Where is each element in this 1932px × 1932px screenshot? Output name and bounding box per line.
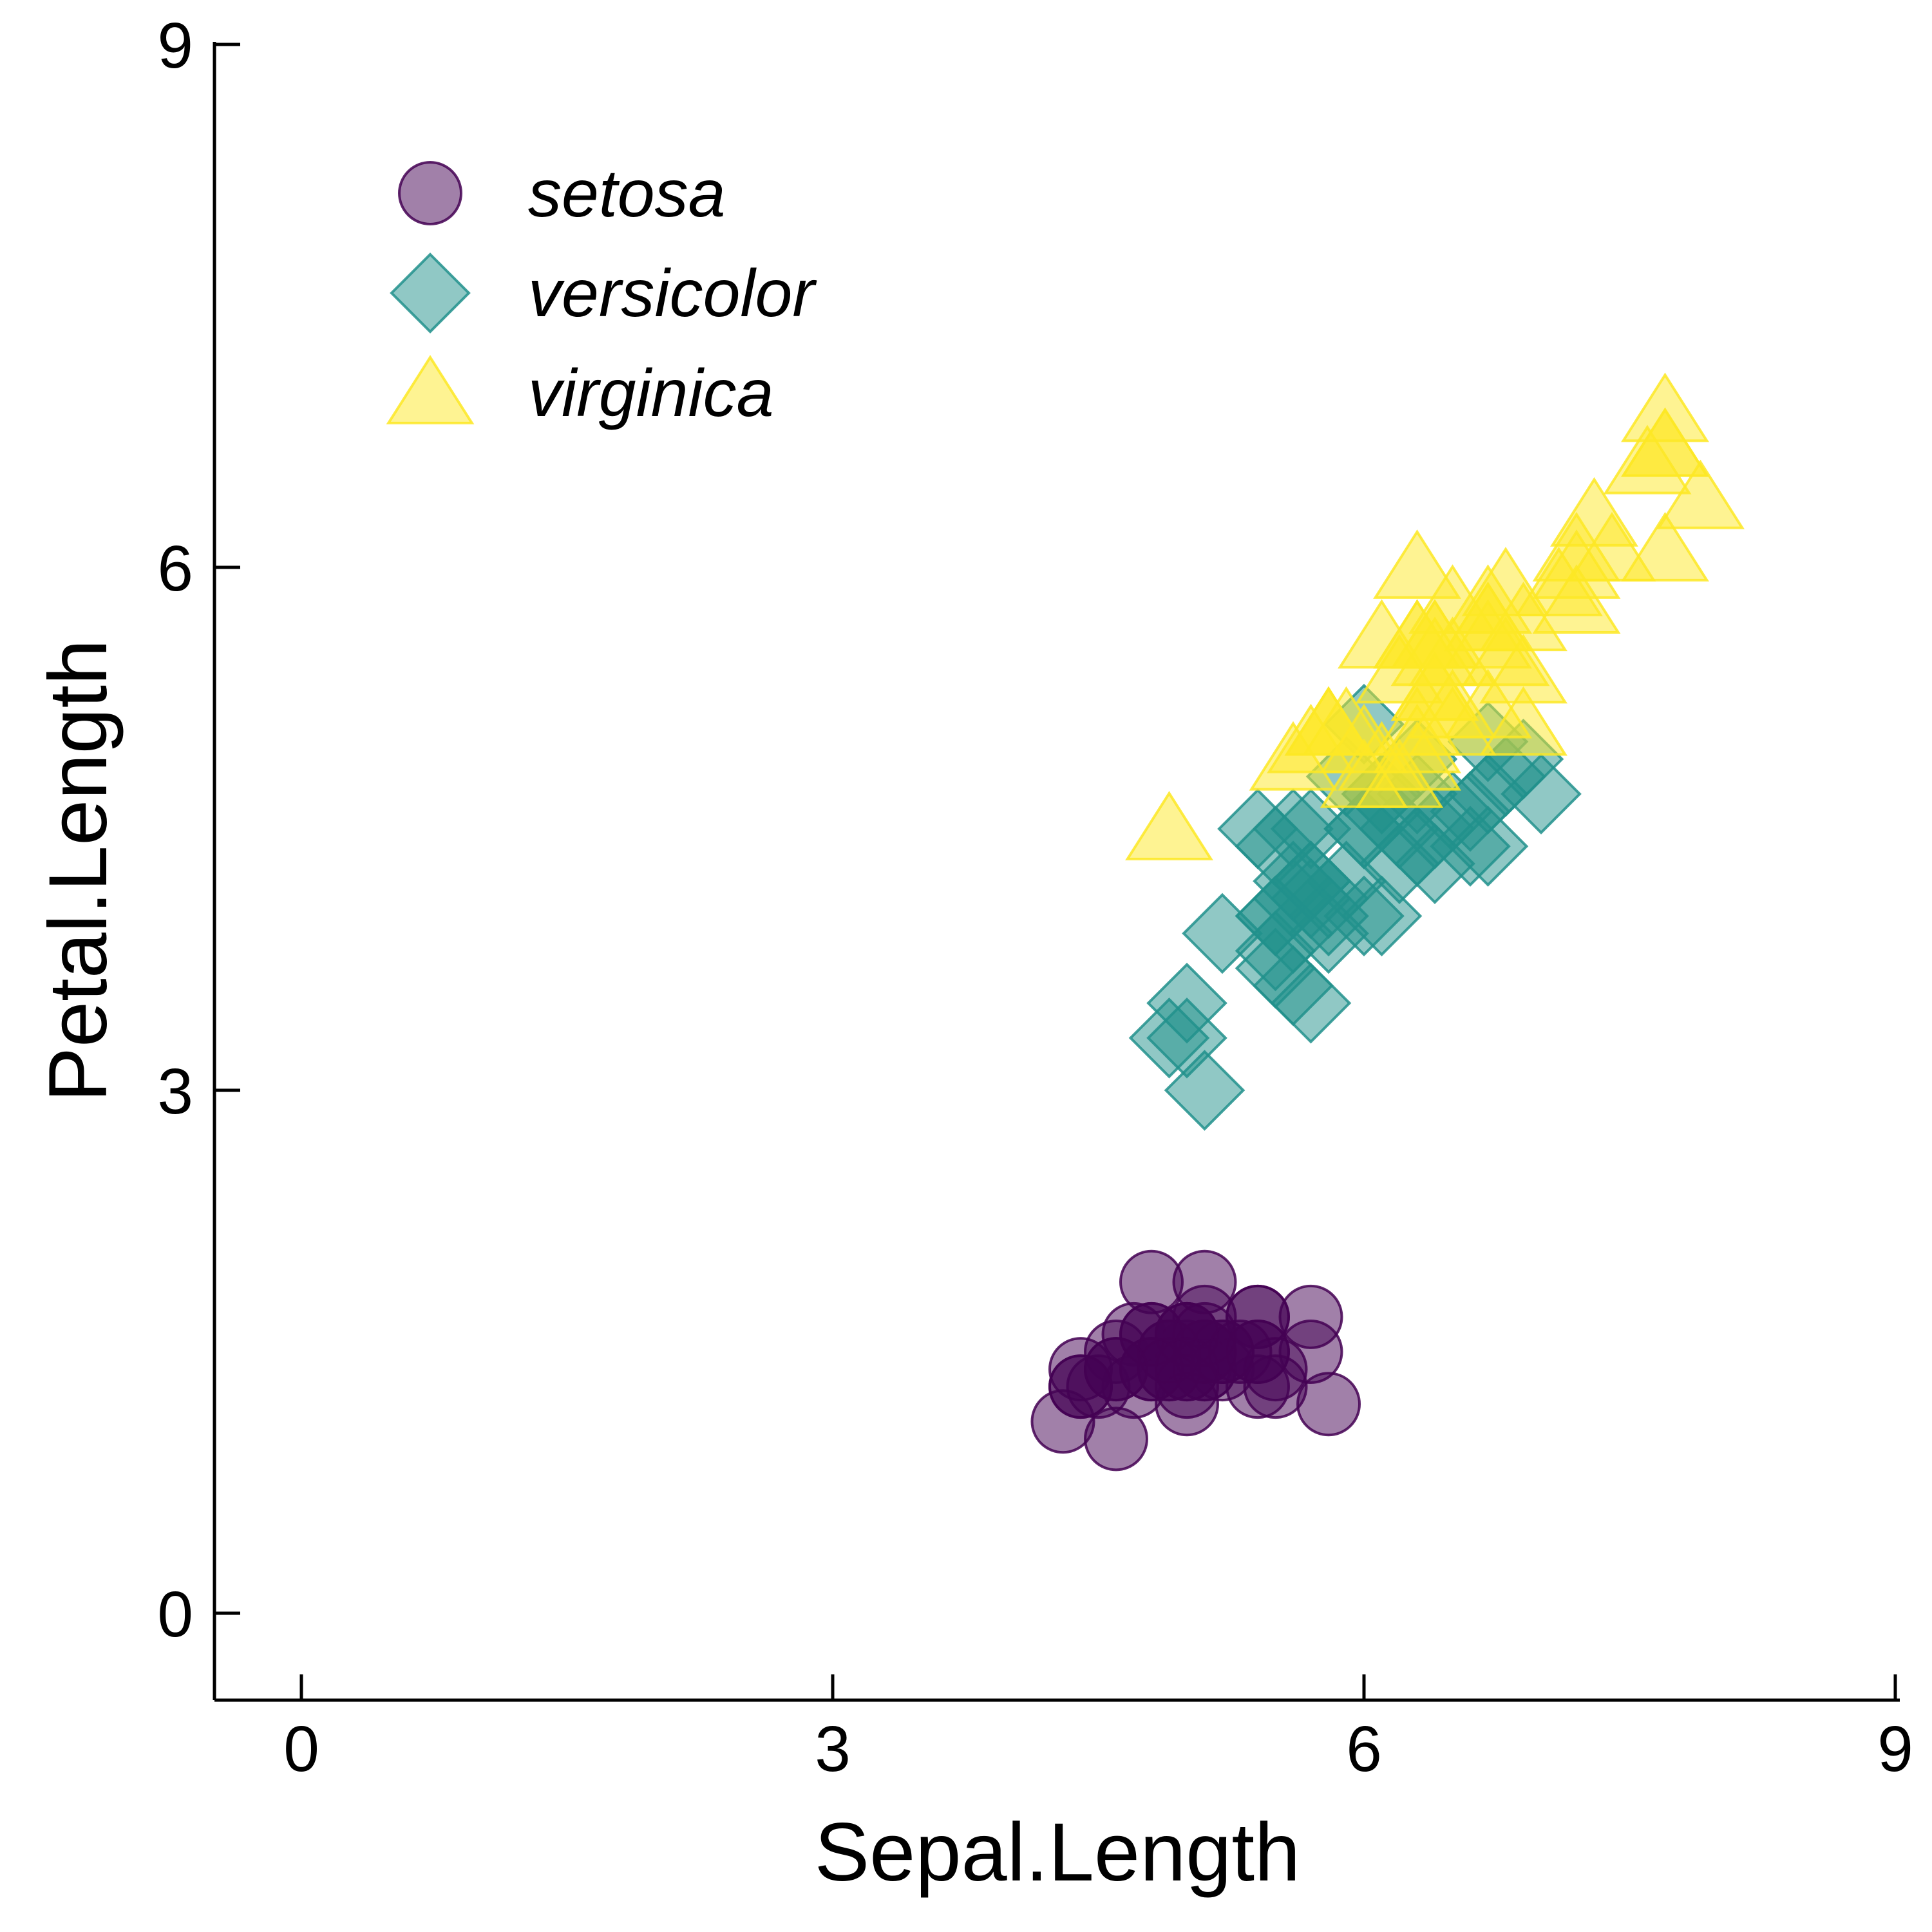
axes: [213, 42, 1900, 1702]
y-axis-title: Petal.Length: [32, 639, 124, 1103]
versicolor-point: [1235, 927, 1316, 1009]
virginica-point: [1621, 512, 1709, 582]
x-tick-label: 3: [815, 1713, 851, 1785]
virginica-point: [1621, 407, 1709, 477]
virginica-point: [1249, 721, 1338, 791]
virginica-point: [1444, 582, 1532, 652]
legend-virginica-label: virginica: [528, 356, 773, 431]
virginica-point: [1532, 564, 1621, 634]
y-tick-label: 9: [157, 10, 193, 82]
legend: setosa versicolor virginica: [386, 156, 817, 431]
virginica-point: [1373, 529, 1461, 599]
virginica-point: [1373, 703, 1461, 773]
data-points: [1030, 372, 1745, 1472]
x-tick-label: 9: [1877, 1713, 1913, 1785]
x-tick-label: 0: [283, 1713, 319, 1785]
legend-versicolor-marker: [390, 252, 471, 334]
versicolor-point: [1447, 753, 1529, 835]
ticks: 0 3 6 9 0 3 6 9: [157, 10, 1913, 1785]
virginica-point: [1302, 686, 1390, 756]
versicolor-point: [1164, 1050, 1245, 1131]
virginica-point: [1355, 634, 1444, 704]
setosa-point: [1155, 1337, 1219, 1402]
legend-virginica-marker: [386, 355, 475, 424]
y-tick-label: 0: [157, 1578, 193, 1651]
legend-versicolor-label: versicolor: [528, 256, 817, 331]
x-tick-label: 6: [1346, 1713, 1382, 1785]
x-axis-title: Sepal.Length: [815, 1806, 1300, 1899]
legend-setosa-marker: [398, 161, 462, 225]
virginica-point: [1320, 738, 1408, 808]
versicolor-point: [1270, 858, 1352, 940]
virginica-point: [1656, 459, 1745, 529]
versicolor-point: [1359, 823, 1440, 904]
legend-setosa-label: setosa: [528, 156, 725, 231]
y-tick-label: 3: [157, 1056, 193, 1128]
setosa-point: [1084, 1337, 1148, 1402]
virginica-point: [1125, 791, 1213, 860]
y-tick-label: 6: [157, 533, 193, 605]
virginica-point: [1408, 668, 1497, 739]
